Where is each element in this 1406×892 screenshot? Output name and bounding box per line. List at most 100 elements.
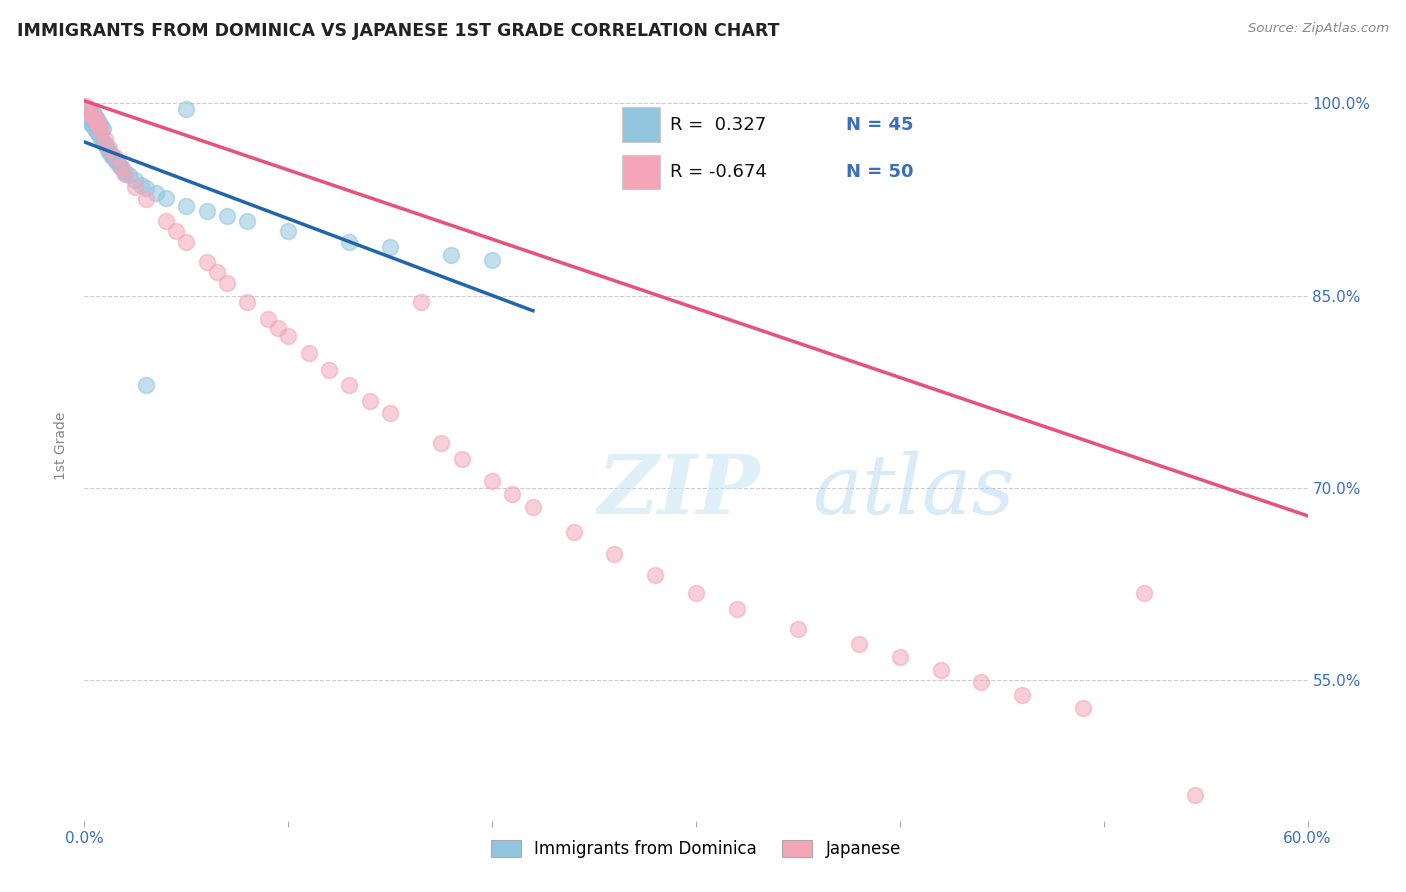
Text: R = -0.674: R = -0.674 xyxy=(671,163,768,181)
Point xyxy=(83,112,105,126)
Point xyxy=(174,235,197,249)
Point xyxy=(787,622,810,636)
Point xyxy=(217,209,239,223)
Point xyxy=(174,102,197,116)
Point xyxy=(82,120,104,134)
Point xyxy=(75,99,97,113)
Point xyxy=(359,393,381,408)
Point xyxy=(96,141,118,155)
Point xyxy=(124,179,146,194)
Point xyxy=(97,141,120,155)
Point xyxy=(97,145,120,159)
Point xyxy=(112,163,135,178)
Point xyxy=(430,435,453,450)
Point xyxy=(339,235,361,249)
Point xyxy=(195,255,218,269)
Point xyxy=(298,346,321,360)
Point xyxy=(339,378,361,392)
Text: N = 45: N = 45 xyxy=(846,116,914,134)
Point xyxy=(90,120,112,134)
Point xyxy=(380,240,402,254)
Point xyxy=(195,204,218,219)
Point xyxy=(90,132,112,146)
Point xyxy=(481,252,503,267)
Point xyxy=(135,181,157,195)
Point xyxy=(848,637,870,651)
Point xyxy=(79,106,101,120)
Point xyxy=(108,158,131,172)
Point xyxy=(131,178,153,193)
Point xyxy=(174,199,197,213)
Point xyxy=(87,115,110,129)
FancyBboxPatch shape xyxy=(621,107,659,142)
Point xyxy=(277,329,299,343)
Point xyxy=(124,173,146,187)
Text: atlas: atlas xyxy=(813,451,1015,531)
Point xyxy=(155,214,177,228)
Point xyxy=(522,500,544,514)
Point xyxy=(1011,688,1033,702)
Point xyxy=(165,224,187,238)
Point xyxy=(1073,701,1095,715)
Point xyxy=(90,124,112,138)
Point xyxy=(86,124,108,138)
Point xyxy=(83,109,105,123)
Point xyxy=(86,115,108,129)
Point xyxy=(110,161,132,175)
Point xyxy=(450,452,472,467)
Point xyxy=(236,214,259,228)
Point xyxy=(101,150,124,164)
Point xyxy=(79,103,101,117)
Text: N = 50: N = 50 xyxy=(846,163,914,181)
Point xyxy=(267,320,290,334)
Point xyxy=(77,106,100,120)
Point xyxy=(77,112,100,126)
Point xyxy=(82,109,104,123)
FancyBboxPatch shape xyxy=(621,154,659,189)
Text: ZIP: ZIP xyxy=(598,451,761,531)
Point xyxy=(725,602,748,616)
Point xyxy=(114,165,136,179)
Point xyxy=(91,122,114,136)
Point xyxy=(105,155,128,169)
Point xyxy=(104,153,127,167)
Point xyxy=(110,161,132,175)
Text: IMMIGRANTS FROM DOMINICA VS JAPANESE 1ST GRADE CORRELATION CHART: IMMIGRANTS FROM DOMINICA VS JAPANESE 1ST… xyxy=(17,22,779,40)
Text: Source: ZipAtlas.com: Source: ZipAtlas.com xyxy=(1249,22,1389,36)
Point xyxy=(205,265,228,279)
Point xyxy=(603,547,626,561)
Point xyxy=(104,150,127,164)
Point xyxy=(77,103,100,117)
Point xyxy=(86,112,108,126)
Point xyxy=(970,675,993,690)
Point xyxy=(644,567,666,582)
Point xyxy=(93,137,115,152)
Point xyxy=(380,406,402,420)
Point xyxy=(236,294,259,309)
Point xyxy=(440,247,463,261)
Point xyxy=(93,132,115,146)
Point xyxy=(145,186,167,200)
Point xyxy=(100,147,122,161)
Point xyxy=(889,649,911,664)
Point xyxy=(257,311,280,326)
Point xyxy=(87,120,110,134)
Point xyxy=(118,168,141,182)
Point xyxy=(91,135,114,149)
Point xyxy=(155,191,177,205)
Point xyxy=(929,663,952,677)
Point xyxy=(502,487,524,501)
Point xyxy=(82,105,104,120)
Point xyxy=(481,474,503,488)
Point xyxy=(318,363,340,377)
Point xyxy=(277,224,299,238)
Point xyxy=(409,294,432,309)
Legend: Immigrants from Dominica, Japanese: Immigrants from Dominica, Japanese xyxy=(485,833,907,864)
Point xyxy=(135,193,157,207)
Text: R =  0.327: R = 0.327 xyxy=(671,116,766,134)
Point xyxy=(217,276,239,290)
Point xyxy=(114,167,136,181)
Point xyxy=(87,128,110,143)
Y-axis label: 1st Grade: 1st Grade xyxy=(55,412,69,480)
Point xyxy=(1184,788,1206,802)
